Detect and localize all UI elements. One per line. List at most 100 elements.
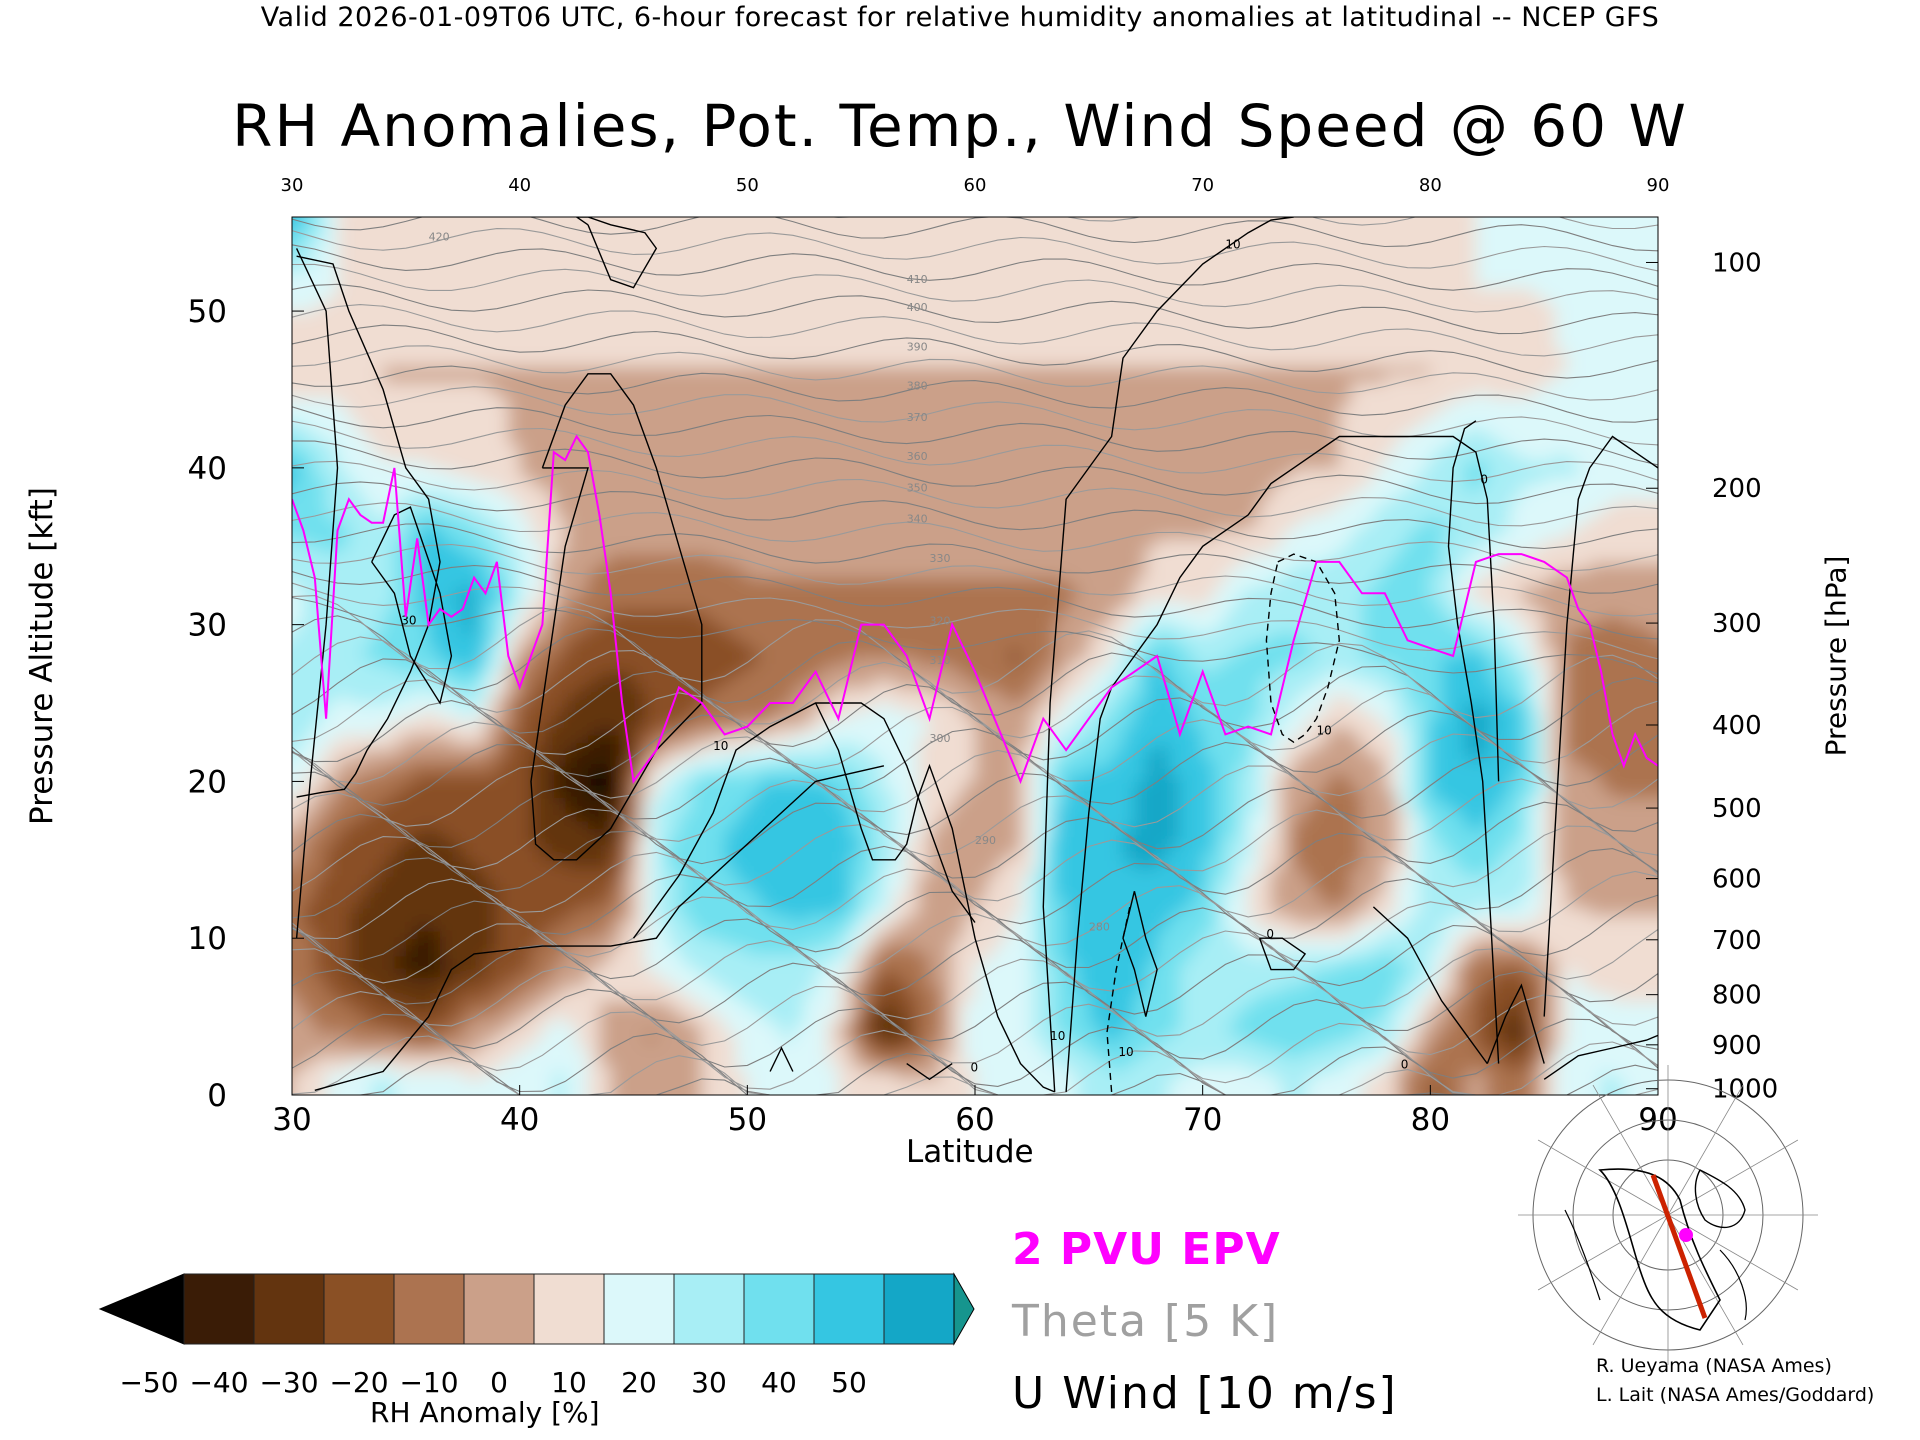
rh-cell	[292, 499, 305, 508]
rh-cell	[383, 1063, 396, 1073]
rh-cell	[292, 569, 293, 579]
rh-cell	[747, 334, 760, 344]
rh-cell	[679, 483, 692, 493]
rh-cell	[303, 593, 316, 602]
rh-cell	[474, 710, 487, 720]
rh-cell	[736, 373, 749, 383]
rh-cell	[508, 836, 521, 845]
rh-cell	[383, 883, 396, 892]
rh-cell	[405, 1040, 418, 1049]
rh-cell	[451, 1040, 464, 1049]
rh-cell	[462, 804, 475, 814]
rh-cell	[667, 679, 680, 689]
rh-cell	[451, 413, 464, 422]
rh-cell	[588, 342, 601, 351]
rh-cell	[269, 836, 281, 845]
rh-cell	[496, 428, 510, 438]
rh-cell	[724, 546, 737, 555]
rh-cell	[292, 946, 293, 955]
rh-cell	[303, 969, 316, 979]
rh-cell	[542, 836, 555, 845]
rh-cell	[440, 240, 453, 250]
rh-cell	[292, 365, 305, 375]
rh-cell	[701, 687, 714, 696]
rh-cell	[269, 303, 281, 312]
rh-cell	[292, 538, 293, 547]
rh-cell	[371, 750, 384, 759]
rh-cell	[474, 467, 487, 477]
rh-cell	[553, 546, 566, 555]
rh-cell	[747, 867, 760, 877]
rh-cell	[314, 499, 327, 508]
rh-cell	[269, 640, 281, 649]
rh-cell	[508, 295, 521, 304]
rh-cell	[303, 804, 316, 814]
rh-cell	[462, 405, 475, 414]
rh-cell	[383, 1055, 396, 1065]
rh-cell	[667, 530, 680, 540]
rh-cell	[724, 804, 737, 814]
rh-cell	[496, 977, 510, 986]
rh-cell	[440, 350, 453, 359]
rh-cell	[405, 718, 418, 728]
rh-cell	[724, 342, 737, 351]
rh-cell	[348, 507, 362, 516]
rh-cell	[428, 279, 441, 289]
rh-cell	[405, 326, 418, 336]
rh-cell	[474, 875, 487, 885]
rh-cell	[360, 491, 373, 500]
rh-cell	[553, 797, 566, 806]
rh-cell	[622, 773, 635, 783]
rh-cell	[553, 405, 566, 414]
rh-cell	[496, 287, 510, 297]
rh-cell	[360, 726, 373, 736]
rh-cell	[644, 601, 658, 610]
rh-cell	[690, 656, 703, 665]
rh-cell	[667, 483, 680, 493]
rh-cell	[690, 804, 703, 814]
rh-cell	[326, 969, 339, 979]
rh-cell	[405, 875, 418, 885]
rh-cell	[667, 648, 680, 657]
rh-cell	[394, 1095, 406, 1104]
rh-cell	[474, 938, 487, 947]
rh-cell	[736, 593, 749, 602]
rh-cell	[713, 773, 726, 783]
rh-cell	[633, 836, 646, 845]
rh-cell	[679, 1087, 692, 1095]
rh-cell	[747, 1048, 760, 1057]
rh-cell	[531, 264, 544, 273]
rh-cell	[588, 201, 600, 210]
rh-cell	[326, 593, 339, 602]
rh-cell	[462, 914, 475, 924]
rh-cell	[451, 899, 464, 908]
rh-cell	[348, 1008, 362, 1018]
rh-cell	[667, 436, 680, 446]
rh-cell	[622, 1103, 634, 1112]
rh-cell	[713, 1040, 726, 1049]
rh-cell	[451, 491, 464, 500]
rh-cell	[292, 342, 293, 351]
rh-cell	[371, 993, 384, 1002]
rh-cell	[405, 287, 418, 297]
rh-cell	[360, 342, 373, 351]
rh-cell	[576, 428, 589, 438]
rh-cell	[326, 240, 339, 250]
rh-cell	[531, 240, 544, 250]
rh-cell	[394, 993, 407, 1002]
rh-cell	[656, 820, 669, 830]
rh-cell	[269, 374, 281, 383]
rh-cell	[440, 1048, 453, 1057]
rh-cell	[542, 875, 555, 885]
rh-cell	[588, 577, 601, 587]
rh-cell	[610, 483, 623, 493]
rh-cell	[394, 1071, 407, 1081]
rh-cell	[451, 1055, 464, 1065]
rh-cell	[679, 271, 692, 281]
rh-cell	[724, 640, 737, 649]
rh-cell	[269, 350, 281, 359]
rh-cell	[292, 350, 293, 359]
rh-cell	[679, 656, 692, 665]
rh-cell	[713, 530, 726, 540]
rh-cell	[633, 240, 646, 250]
